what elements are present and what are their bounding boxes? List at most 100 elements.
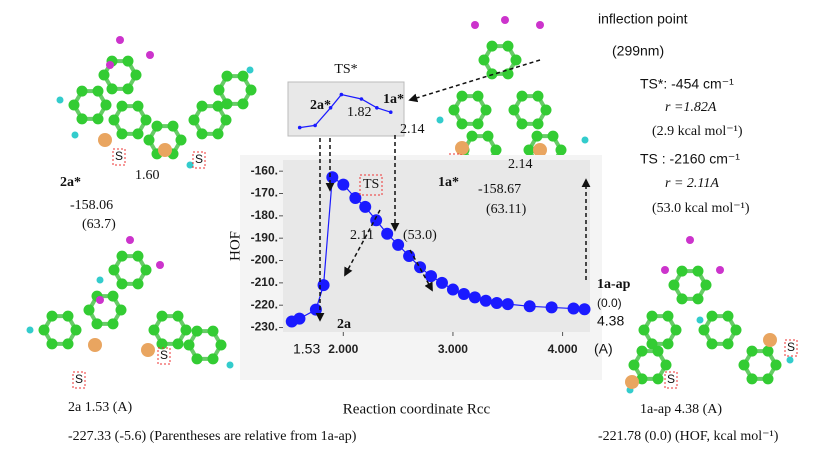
atom	[487, 68, 498, 79]
atom	[39, 325, 50, 336]
atom	[246, 85, 257, 96]
atom	[509, 105, 520, 116]
atom	[481, 105, 492, 116]
atom	[63, 311, 74, 322]
atom	[168, 121, 179, 132]
atom	[93, 113, 104, 124]
y-tick-label: -170.	[251, 186, 278, 200]
atom-f	[501, 16, 509, 24]
atom	[663, 311, 674, 322]
atom	[449, 105, 460, 116]
atom	[677, 293, 688, 304]
atom	[133, 278, 144, 289]
atom	[556, 145, 567, 156]
label: (2.9 kcal mol⁻¹)	[652, 124, 743, 139]
atom	[84, 305, 95, 316]
atom	[637, 346, 648, 357]
label: 1.82	[347, 105, 372, 120]
atom	[197, 128, 208, 139]
atom-s	[533, 143, 547, 157]
label: 1.53	[293, 341, 320, 357]
atom	[117, 278, 128, 289]
y-tick-label: -180.	[251, 208, 278, 222]
point	[375, 106, 379, 110]
label: 1a*	[438, 175, 459, 190]
atom	[131, 70, 142, 81]
point	[436, 277, 448, 289]
label: (63.7)	[82, 217, 116, 232]
atom-s	[763, 333, 777, 347]
atom	[123, 56, 134, 67]
atom	[92, 318, 103, 329]
atom	[101, 100, 112, 111]
atom	[123, 83, 134, 94]
atom	[747, 346, 758, 357]
atom	[157, 311, 168, 322]
label: (0.0)	[597, 296, 622, 310]
point	[389, 110, 393, 114]
y-tick-label: -190.	[251, 230, 278, 244]
label: 2a*	[310, 98, 331, 113]
atom	[487, 41, 498, 52]
atom-f	[716, 266, 724, 274]
x-unit: (A)	[594, 341, 613, 357]
atom-h	[97, 277, 104, 284]
atom	[483, 131, 494, 142]
label: (63.11)	[486, 202, 527, 217]
point	[360, 97, 364, 101]
label: -158.06	[70, 198, 113, 213]
atom	[771, 360, 782, 371]
atom	[671, 325, 682, 336]
atom	[181, 325, 192, 336]
point	[502, 298, 514, 310]
figure: SSSSSSSS -160.-170.-180.-190.-200.-210.-…	[0, 0, 815, 452]
atom-f	[686, 236, 694, 244]
atom	[533, 91, 544, 102]
atom-f	[146, 51, 154, 59]
y-tick-label: -220.	[251, 297, 278, 311]
atom	[533, 118, 544, 129]
y-tick-label: -160.	[251, 163, 278, 177]
label: 1a-ap 4.38 (A)	[640, 402, 722, 417]
atom	[109, 115, 120, 126]
point	[403, 250, 415, 262]
atom-s	[141, 343, 155, 357]
atom	[511, 55, 522, 66]
atom-f	[156, 261, 164, 269]
atom	[701, 280, 712, 291]
atom	[699, 325, 710, 336]
atom	[731, 325, 742, 336]
atom	[707, 338, 718, 349]
atom	[141, 265, 152, 276]
y-tick-label: -210.	[251, 275, 278, 289]
atom	[176, 135, 187, 146]
label: TS : -2160 cm⁻¹	[640, 151, 740, 167]
atom-s	[455, 141, 469, 155]
label: (299nm)	[612, 43, 664, 59]
atom	[541, 105, 552, 116]
atom	[109, 265, 120, 276]
label: (53.0 kcal mol⁻¹)	[652, 201, 750, 216]
label: 1.60	[135, 168, 160, 183]
atom-label: S	[195, 152, 203, 166]
atom	[653, 373, 664, 384]
atom-h	[227, 362, 234, 369]
atom	[116, 305, 127, 316]
atom-f	[661, 266, 669, 274]
atom	[238, 71, 249, 82]
label: 2a 1.53 (A)	[68, 400, 132, 415]
atom	[173, 338, 184, 349]
point	[340, 93, 344, 97]
label: (53.0)	[403, 228, 437, 243]
atom	[117, 128, 128, 139]
point	[568, 303, 580, 315]
atom	[457, 118, 468, 129]
atom	[532, 131, 543, 142]
y-axis-title: HOF	[227, 231, 243, 261]
x-axis-title: Reaction coordinate Rcc	[343, 401, 491, 417]
atom	[739, 360, 750, 371]
atom	[133, 251, 144, 262]
atom-label: S	[75, 372, 83, 386]
atom	[117, 251, 128, 262]
atom	[192, 326, 203, 337]
